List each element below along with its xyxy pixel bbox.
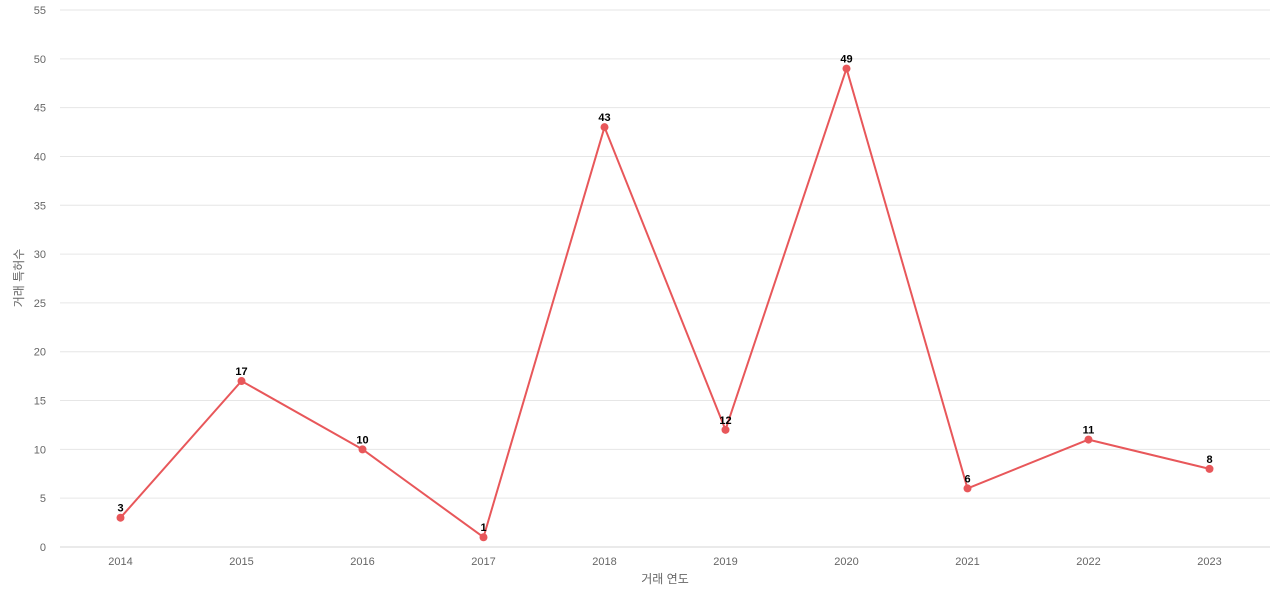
x-tick-label: 2021 — [955, 556, 979, 568]
x-tick-label: 2019 — [713, 556, 737, 568]
data-point — [479, 533, 488, 542]
y-tick-label: 55 — [34, 5, 46, 17]
data-label: 12 — [719, 415, 731, 427]
x-axis: 2014 2015 2016 2017 2018 2019 2020 2021 2022 2023 — [108, 556, 1221, 568]
x-tick-label: 2014 — [108, 556, 132, 568]
y-tick-label: 10 — [34, 444, 46, 456]
y-axis: 0 5 10 15 20 25 30 35 40 45 50 55 — [34, 5, 46, 554]
data-label: 3 — [117, 503, 123, 515]
y-tick-label: 30 — [34, 249, 46, 261]
x-axis-title: 거래 연도 — [641, 572, 689, 586]
data-point — [237, 377, 246, 386]
data-labels-layer: 3 17 10 1 43 12 49 6 11 8 — [117, 54, 1212, 535]
data-label: 10 — [356, 434, 368, 446]
y-tick-label: 35 — [34, 200, 46, 212]
data-point — [600, 123, 609, 132]
x-tick-label: 2015 — [229, 556, 253, 568]
grid-layer — [60, 9, 1270, 548]
y-tick-label: 5 — [40, 493, 46, 505]
x-tick-label: 2023 — [1197, 556, 1221, 568]
data-label: 11 — [1083, 425, 1095, 437]
y-tick-label: 20 — [34, 347, 46, 359]
data-label: 17 — [235, 366, 247, 378]
y-tick-label: 50 — [34, 54, 46, 66]
y-tick-label: 40 — [34, 151, 46, 163]
y-tick-label: 45 — [34, 103, 46, 115]
data-label: 43 — [598, 112, 610, 124]
y-tick-label: 0 — [40, 542, 46, 554]
x-tick-label: 2018 — [592, 556, 616, 568]
series-line — [119, 67, 1211, 539]
data-point — [1205, 464, 1214, 473]
series-layer — [116, 64, 1214, 542]
y-axis-title: 거래 특허수 — [12, 249, 26, 308]
data-label: 8 — [1206, 454, 1212, 466]
data-point — [358, 445, 367, 454]
x-tick-label: 2017 — [471, 556, 495, 568]
data-point — [842, 64, 851, 73]
data-label: 6 — [964, 473, 970, 485]
data-point — [721, 425, 730, 434]
x-tick-label: 2020 — [834, 556, 858, 568]
data-point — [116, 513, 125, 522]
data-label: 1 — [480, 522, 486, 534]
data-label: 49 — [840, 54, 852, 66]
data-point — [1084, 435, 1093, 444]
x-tick-label: 2022 — [1076, 556, 1100, 568]
x-tick-label: 2016 — [350, 556, 374, 568]
y-tick-label: 25 — [34, 298, 46, 310]
y-tick-label: 15 — [34, 396, 46, 408]
data-point — [963, 484, 972, 493]
